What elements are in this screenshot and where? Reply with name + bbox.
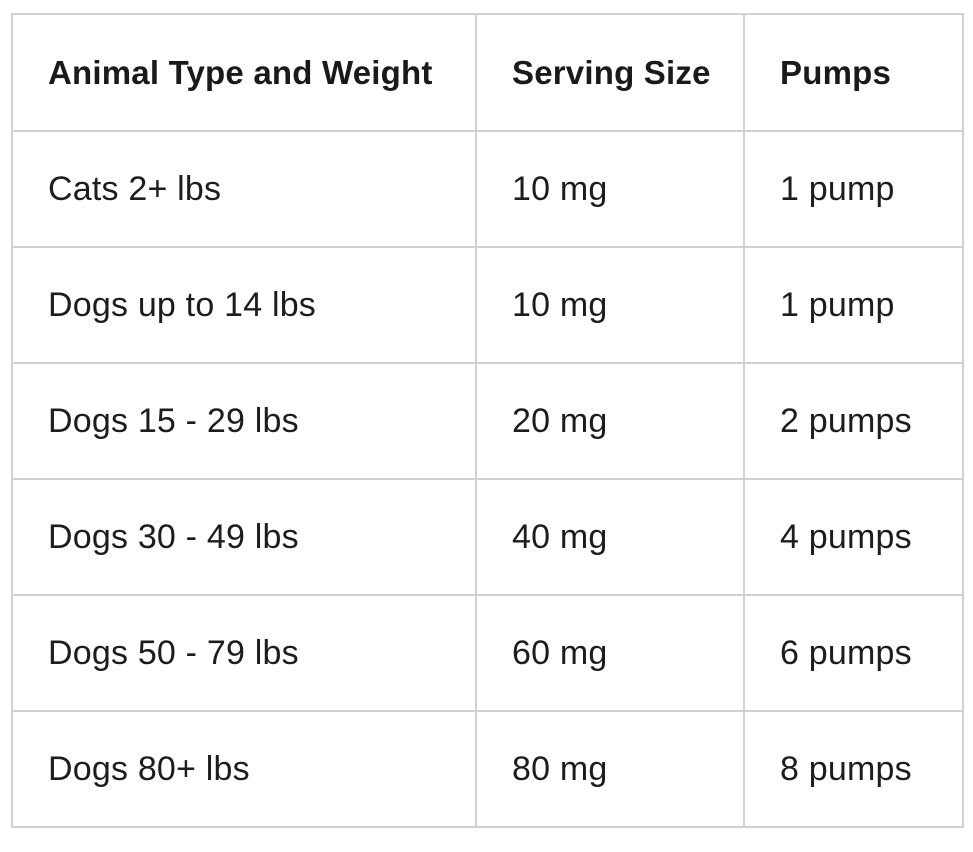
animal-type-cell: Cats 2+ lbs [11,130,477,248]
pumps-cell: 6 pumps [743,594,964,712]
animal-type-cell: Dogs 15 - 29 lbs [11,362,477,480]
table-row: Cats 2+ lbs 10 mg 1 pump [11,130,964,248]
serving-size-cell: 60 mg [475,594,745,712]
table-row: Dogs 30 - 49 lbs 40 mg 4 pumps [11,478,964,596]
pumps-cell: 2 pumps [743,362,964,480]
column-header-pumps: Pumps [743,13,964,132]
dosage-table: Animal Type and Weight Serving Size Pump… [11,13,964,828]
serving-size-cell: 40 mg [475,478,745,596]
pumps-cell: 1 pump [743,130,964,248]
table-row: Dogs 15 - 29 lbs 20 mg 2 pumps [11,362,964,480]
column-header-serving-size: Serving Size [475,13,745,132]
table-row: Dogs 80+ lbs 80 mg 8 pumps [11,710,964,828]
pumps-cell: 4 pumps [743,478,964,596]
table-row: Dogs up to 14 lbs 10 mg 1 pump [11,246,964,364]
serving-size-cell: 20 mg [475,362,745,480]
animal-type-cell: Dogs 80+ lbs [11,710,477,828]
serving-size-cell: 10 mg [475,246,745,364]
serving-size-cell: 10 mg [475,130,745,248]
column-header-animal-type-and-weight: Animal Type and Weight [11,13,477,132]
animal-type-cell: Dogs up to 14 lbs [11,246,477,364]
serving-size-cell: 80 mg [475,710,745,828]
pumps-cell: 1 pump [743,246,964,364]
animal-type-cell: Dogs 30 - 49 lbs [11,478,477,596]
table-row: Dogs 50 - 79 lbs 60 mg 6 pumps [11,594,964,712]
pumps-cell: 8 pumps [743,710,964,828]
animal-type-cell: Dogs 50 - 79 lbs [11,594,477,712]
header-row: Animal Type and Weight Serving Size Pump… [11,13,964,132]
